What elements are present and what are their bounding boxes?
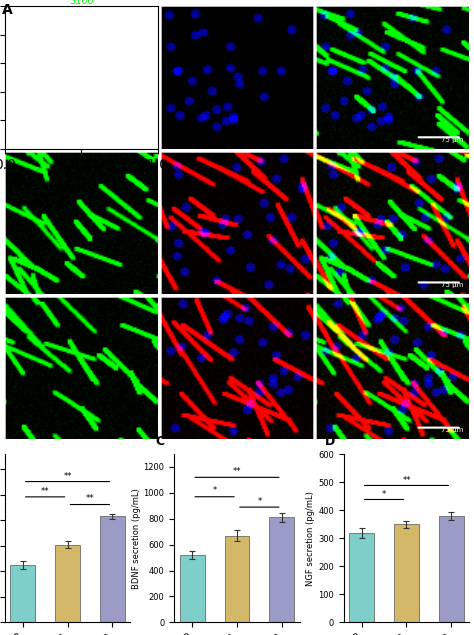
Text: **: ** bbox=[402, 476, 411, 485]
Bar bbox=[225, 535, 249, 622]
Text: *: * bbox=[212, 486, 217, 495]
Text: *: * bbox=[257, 497, 262, 506]
Text: D: D bbox=[325, 435, 335, 448]
Title: p75/DAPI: p75/DAPI bbox=[215, 0, 259, 6]
Text: **: ** bbox=[41, 487, 49, 496]
Text: C: C bbox=[155, 435, 164, 448]
Title: S100: S100 bbox=[69, 0, 93, 6]
Bar bbox=[269, 518, 294, 622]
Bar bbox=[439, 516, 464, 622]
Text: 75 μm: 75 μm bbox=[441, 137, 463, 143]
Text: *: * bbox=[382, 490, 386, 498]
Title: Merge: Merge bbox=[378, 0, 408, 6]
Bar bbox=[100, 516, 125, 622]
Text: A: A bbox=[2, 3, 13, 17]
Bar bbox=[55, 545, 80, 622]
Bar bbox=[10, 565, 35, 622]
Text: **: ** bbox=[63, 472, 72, 481]
Bar bbox=[349, 533, 374, 622]
Bar bbox=[180, 555, 205, 622]
Y-axis label: NGF secretion (pg/mL): NGF secretion (pg/mL) bbox=[306, 491, 315, 585]
Text: 75 μm: 75 μm bbox=[441, 282, 463, 288]
Y-axis label: BDNF secretion (pg/mL): BDNF secretion (pg/mL) bbox=[132, 488, 141, 589]
Text: **: ** bbox=[233, 467, 241, 476]
Text: **: ** bbox=[86, 495, 94, 504]
Text: 75 μm: 75 μm bbox=[441, 427, 463, 433]
Bar bbox=[394, 524, 419, 622]
